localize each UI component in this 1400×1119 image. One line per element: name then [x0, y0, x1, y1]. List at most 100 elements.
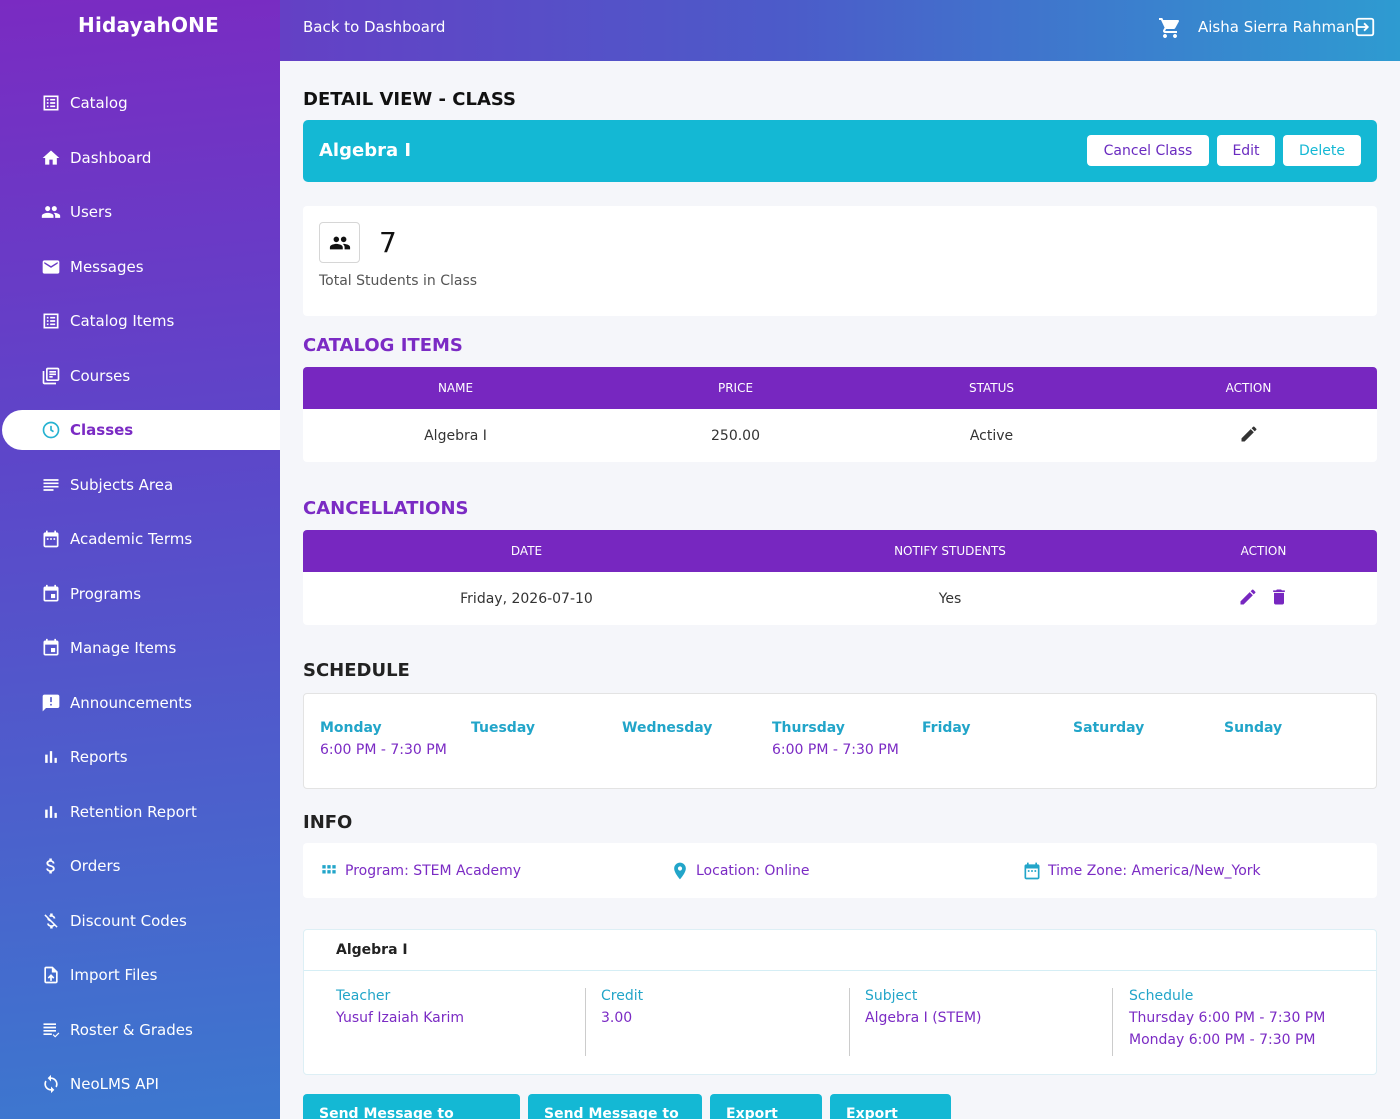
sidebar-item-manage-items[interactable]: Manage Items — [0, 621, 280, 676]
catalog-items-title: CATALOG ITEMS — [303, 335, 463, 356]
sidebar-item-courses[interactable]: Courses — [0, 349, 280, 404]
day-name: Wednesday — [622, 720, 713, 736]
total-students-label: Total Students in Class — [319, 273, 478, 289]
sidebar-item-import-files[interactable]: Import Files — [0, 948, 280, 1003]
grid-icon — [322, 865, 336, 874]
subject-value: Algebra I (STEM) — [865, 1010, 982, 1026]
summary-subject: Subject Algebra I (STEM) — [865, 988, 982, 1026]
roster-icon — [40, 1019, 62, 1041]
sidebar-item-reports[interactable]: Reports — [0, 730, 280, 785]
sidebar-item-dashboard[interactable]: Dashboard — [0, 131, 280, 186]
sidebar-item-label: Catalog — [70, 94, 128, 113]
schedule-day-friday: Friday — [922, 720, 971, 742]
sidebar-item-classes[interactable]: Classes — [2, 410, 280, 450]
table-header: DATE NOTIFY STUDENTS ACTION — [303, 530, 1377, 572]
sidebar-item-label: Academic Terms — [70, 530, 193, 549]
sidebar-item-discount-codes[interactable]: Discount Codes — [0, 894, 280, 949]
schedule-value-2: Monday 6:00 PM - 7:30 PM — [1129, 1032, 1316, 1048]
sidebar-item-label: Courses — [70, 366, 131, 385]
mail-icon — [40, 256, 62, 278]
column-header: PRICE — [717, 381, 754, 395]
cell-status: Active — [969, 427, 1014, 444]
column-header: ACTION — [1240, 544, 1287, 558]
library-icon — [40, 365, 62, 387]
cart-icon[interactable] — [1158, 16, 1182, 40]
trash-icon[interactable] — [1269, 587, 1289, 607]
students-icon — [319, 222, 360, 263]
credit-value: 3.00 — [601, 1010, 633, 1026]
edit-icon[interactable] — [1239, 424, 1259, 444]
sidebar-item-neolms-api[interactable]: NeoLMS API — [0, 1057, 280, 1112]
sidebar-item-label: Discount Codes — [70, 911, 187, 930]
sidebar-item-academic-terms[interactable]: Academic Terms — [0, 512, 280, 567]
teacher-label: Teacher — [336, 988, 391, 1004]
back-to-dashboard-link[interactable]: Back to Dashboard — [303, 18, 446, 36]
sidebar-item-subjects-area[interactable]: Subjects Area — [0, 458, 280, 513]
sidebar: HidayahONE Catalog Dashboard Users Messa… — [0, 0, 280, 1119]
day-name: Sunday — [1224, 720, 1283, 736]
subject-label: Subject — [865, 988, 918, 1004]
sidebar-item-catalog-items[interactable]: Catalog Items — [0, 294, 280, 349]
day-name: Monday — [320, 720, 382, 736]
home-icon — [40, 147, 62, 169]
table-row: Algebra I 250.00 Active — [303, 409, 1377, 462]
sidebar-item-label: Roster & Grades — [70, 1020, 193, 1039]
cancellations-table: DATE NOTIFY STUDENTS ACTION Friday, 2026… — [303, 530, 1377, 625]
sidebar-item-catalog[interactable]: Catalog — [0, 76, 280, 131]
upload-file-icon — [40, 964, 62, 986]
sidebar-item-retention-report[interactable]: Retention Report — [0, 785, 280, 840]
export-excel-button[interactable]: Export Excel — [830, 1094, 951, 1119]
list-icon — [40, 310, 62, 332]
column-header: ACTION — [1225, 381, 1272, 395]
sidebar-item-programs[interactable]: Programs — [0, 567, 280, 622]
class-title: Algebra I — [319, 140, 412, 161]
column-header: NAME — [437, 381, 474, 395]
send-message-all-button[interactable]: Send Message to All — [528, 1094, 702, 1119]
class-summary-card: Algebra I Teacher Yusuf Izaiah Karim Cre… — [303, 929, 1377, 1075]
cancellations-title: CANCELLATIONS — [303, 498, 469, 519]
edit-icon[interactable] — [1238, 587, 1258, 607]
day-time: 6:00 PM - 7:30 PM — [772, 742, 899, 758]
sidebar-item-label: Orders — [70, 857, 121, 876]
bar-chart-icon — [40, 746, 62, 768]
send-message-selected-button[interactable]: Send Message to Selected — [303, 1094, 520, 1119]
schedule-day-saturday: Saturday — [1073, 720, 1144, 742]
day-name: Saturday — [1073, 720, 1145, 736]
logout-icon[interactable] — [1354, 16, 1376, 38]
sidebar-item-label: Dashboard — [70, 148, 152, 167]
brand-logo[interactable]: HidayahONE — [78, 13, 219, 37]
info-card: Program: STEM Academy Location: Online T… — [303, 843, 1377, 898]
export-csv-button[interactable]: Export CSV — [710, 1094, 822, 1119]
schedule-day-wednesday: Wednesday — [622, 720, 712, 742]
sidebar-item-announcements[interactable]: Announcements — [0, 676, 280, 731]
users-icon — [40, 201, 62, 223]
cell-notify: Yes — [938, 590, 962, 607]
credit-label: Credit — [601, 988, 644, 1004]
sidebar-item-users[interactable]: Users — [0, 185, 280, 240]
summary-credit: Credit 3.00 — [601, 988, 643, 1026]
schedule-day-monday: Monday 6:00 PM - 7:30 PM — [320, 720, 447, 758]
sidebar-item-roster-grades[interactable]: Roster & Grades — [0, 1003, 280, 1058]
divider — [1112, 988, 1113, 1056]
cell-action — [1150, 587, 1377, 611]
sidebar-item-label: Retention Report — [70, 802, 197, 821]
info-location: Location: Online — [670, 861, 810, 881]
divider — [849, 988, 850, 1056]
clock-icon — [40, 419, 62, 441]
cell-name: Algebra I — [424, 427, 487, 444]
cancel-class-button[interactable]: Cancel Class — [1087, 135, 1209, 166]
user-name[interactable]: Aisha Sierra Rahman — [1198, 18, 1355, 36]
schedule-day-tuesday: Tuesday — [471, 720, 535, 742]
delete-button[interactable]: Delete — [1283, 135, 1361, 166]
sidebar-item-messages[interactable]: Messages — [0, 240, 280, 295]
sidebar-item-label: Users — [70, 203, 113, 222]
sidebar-item-orders[interactable]: Orders — [0, 839, 280, 894]
column-header: NOTIFY STUDENTS — [894, 544, 1006, 558]
sidebar-item-label: Announcements — [70, 693, 192, 712]
teacher-value: Yusuf Izaiah Karim — [336, 1010, 465, 1026]
bar-chart-icon — [40, 801, 62, 823]
edit-button[interactable]: Edit — [1217, 135, 1275, 166]
dollar-icon — [40, 855, 62, 877]
top-bar: Back to Dashboard Aisha Sierra Rahman — [280, 0, 1400, 61]
sidebar-item-label: Reports — [70, 748, 128, 767]
